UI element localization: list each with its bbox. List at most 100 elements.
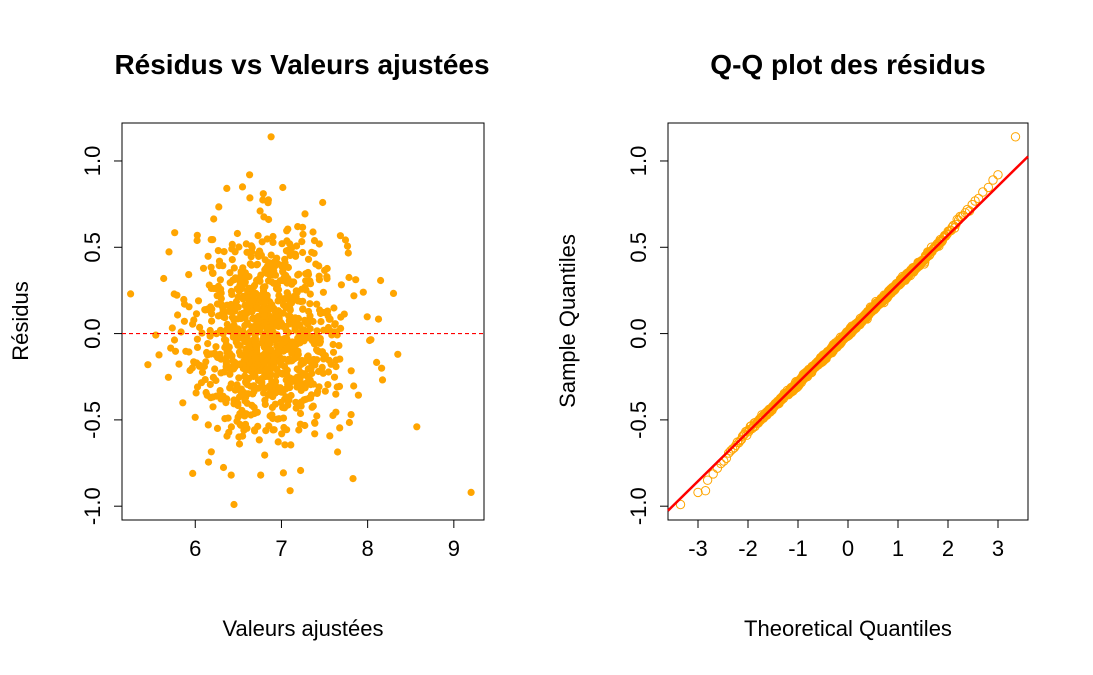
residual-point xyxy=(248,308,256,316)
residual-point xyxy=(260,213,268,221)
residual-point xyxy=(324,326,332,334)
residual-point xyxy=(313,412,321,420)
residual-point xyxy=(331,320,339,328)
right-y-tick-label: -0.5 xyxy=(626,401,651,439)
residual-point xyxy=(293,288,301,296)
residual-point xyxy=(281,295,289,303)
left-chart-title: Résidus vs Valeurs ajustées xyxy=(114,49,489,80)
residual-point xyxy=(268,314,276,322)
residual-point xyxy=(282,247,290,255)
residual-point xyxy=(277,340,285,348)
residual-point xyxy=(290,355,298,363)
left-x-tick-label: 6 xyxy=(189,536,201,561)
residual-point xyxy=(255,252,263,260)
residual-point xyxy=(241,397,249,405)
residual-point xyxy=(239,327,247,335)
residual-point xyxy=(256,366,264,375)
residual-point xyxy=(413,423,421,431)
residual-point xyxy=(216,393,224,401)
residual-point xyxy=(290,375,298,383)
residual-point xyxy=(389,289,398,297)
residual-point xyxy=(257,471,265,479)
residual-point xyxy=(377,276,385,285)
residual-point xyxy=(311,418,319,427)
residual-point xyxy=(288,349,296,357)
residual-point xyxy=(301,316,309,324)
residual-point xyxy=(193,343,202,351)
residual-point xyxy=(294,297,302,305)
residual-point xyxy=(299,305,307,313)
residual-point xyxy=(209,269,217,277)
left-points xyxy=(127,133,475,509)
residual-point xyxy=(234,413,242,421)
residual-point xyxy=(330,304,338,312)
residual-point xyxy=(160,274,168,283)
residual-point xyxy=(228,256,236,264)
residual-point xyxy=(228,290,236,298)
residual-point xyxy=(263,365,271,373)
residual-point xyxy=(241,355,249,363)
residual-point xyxy=(272,371,280,379)
residual-point xyxy=(235,374,243,382)
residual-point xyxy=(230,400,238,408)
residual-point xyxy=(208,317,216,325)
left-x-tick-label: 7 xyxy=(275,536,287,561)
residual-point xyxy=(260,359,268,367)
residual-point xyxy=(262,427,270,435)
residual-point xyxy=(250,292,258,300)
residual-point xyxy=(234,303,242,311)
residual-point xyxy=(337,324,345,332)
residual-point xyxy=(315,276,323,284)
residual-point xyxy=(316,306,324,314)
residual-point xyxy=(174,311,182,319)
residual-point xyxy=(260,291,268,299)
residual-point xyxy=(226,302,234,310)
residual-point xyxy=(250,382,258,390)
residual-point xyxy=(233,285,241,293)
residual-point xyxy=(347,367,355,375)
residual-point xyxy=(261,396,269,404)
residual-point xyxy=(235,433,243,441)
residual-point xyxy=(246,260,254,268)
residual-point xyxy=(233,229,241,238)
residual-point xyxy=(228,245,236,253)
residual-point xyxy=(217,294,225,303)
residual-point xyxy=(374,315,383,323)
residual-point xyxy=(173,291,181,299)
residual-point xyxy=(259,351,267,359)
residual-point xyxy=(330,373,339,381)
residual-point xyxy=(264,196,272,204)
residual-point xyxy=(274,286,283,294)
residual-point xyxy=(269,357,277,365)
residual-point xyxy=(324,368,333,376)
residual-point xyxy=(299,248,307,257)
qq-point xyxy=(675,499,686,510)
residual-point xyxy=(258,238,266,246)
residual-point xyxy=(171,229,179,237)
residual-point xyxy=(230,316,238,324)
qq-point xyxy=(962,204,972,215)
residual-point xyxy=(191,413,199,421)
residual-point xyxy=(240,280,248,288)
residual-point xyxy=(256,277,264,285)
residual-point xyxy=(209,236,217,244)
residual-point xyxy=(294,350,302,358)
residual-point xyxy=(306,290,314,298)
residual-point xyxy=(261,451,269,459)
residual-point xyxy=(269,238,277,246)
residual-point xyxy=(265,260,273,268)
residual-point xyxy=(267,133,275,141)
residual-point xyxy=(291,314,299,322)
qq-point xyxy=(978,187,988,197)
residual-point xyxy=(261,298,269,307)
residual-point xyxy=(254,376,263,384)
residual-point xyxy=(193,335,201,343)
left-y-tick-label: 0.0 xyxy=(80,318,105,349)
residual-point xyxy=(165,248,173,256)
residual-point xyxy=(298,238,306,246)
qq-point xyxy=(702,475,713,485)
residual-point xyxy=(248,243,256,252)
residual-point xyxy=(198,368,207,376)
residual-point xyxy=(155,351,163,359)
